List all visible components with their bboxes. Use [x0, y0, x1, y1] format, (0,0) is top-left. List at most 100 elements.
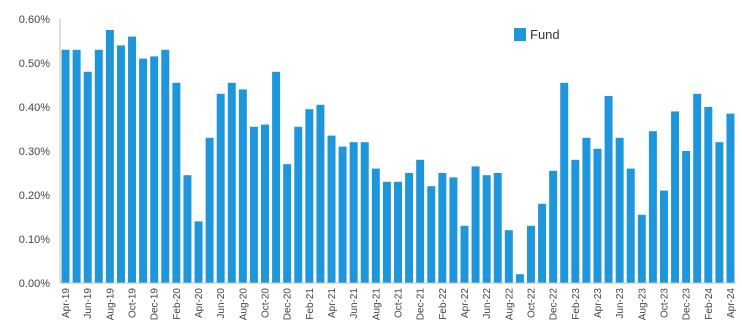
bar-fund [272, 71, 281, 283]
bar-fund [571, 159, 580, 283]
bar-fund [327, 135, 336, 283]
bar-fund [316, 104, 325, 283]
bar-fund [493, 173, 502, 283]
bar-fund [549, 170, 558, 283]
bar-fund [659, 190, 668, 283]
bar-fund [72, 49, 81, 283]
x-tick-label: Aug-22 [504, 288, 515, 320]
x-tick-label: Oct-21 [394, 288, 405, 318]
bar-fund [116, 45, 125, 284]
y-tick-label: 0.60% [19, 14, 50, 26]
bar-fund [715, 142, 724, 283]
x-tick-label: Apr-22 [460, 288, 471, 318]
x-axis: Apr-19 Jun-19 Aug-19 Oct-19 Dec-19 Feb-20 Apr-… [60, 282, 737, 320]
bar-fund [283, 164, 292, 283]
bar-fund [582, 137, 591, 283]
bar-fund [560, 82, 569, 283]
x-tick-label: Oct-23 [659, 288, 670, 318]
bars [61, 30, 735, 284]
x-tick-label: Oct-20 [261, 288, 272, 318]
bar-fund [294, 126, 303, 283]
x-tick-label: Dec-19 [150, 288, 161, 320]
y-tick-label: 0.20% [19, 190, 50, 202]
x-tick-label: Apr-20 [194, 288, 205, 318]
x-tick-label: Feb-22 [438, 288, 449, 320]
bar-fund [205, 137, 214, 283]
bar-fund [526, 225, 535, 283]
bar-fund [394, 181, 402, 283]
bar-fund [682, 151, 691, 283]
bar-fund [172, 82, 181, 283]
bar-fund [261, 124, 270, 283]
x-tick-label: Dec-22 [549, 288, 560, 320]
bar-fund [704, 107, 713, 283]
bar-fund [460, 225, 469, 283]
bar-fund [416, 159, 425, 283]
bar-fund [626, 168, 635, 283]
x-tick-label: Apr-21 [327, 288, 338, 318]
x-tick-label: Jun-22 [482, 288, 493, 319]
bar-fund [726, 113, 735, 283]
x-tick-label: Feb-23 [571, 288, 582, 320]
legend: Fund [514, 27, 560, 42]
bar-fund [604, 96, 613, 283]
x-tick-label: Apr-23 [593, 288, 604, 318]
bar-fund [693, 93, 702, 283]
x-tick-label: Oct-22 [526, 288, 537, 318]
bar-fund [227, 82, 236, 283]
bar-fund [305, 109, 314, 283]
x-tick-label: Aug-21 [371, 288, 382, 320]
legend-swatch-fund [514, 28, 526, 41]
bar-fund [538, 203, 547, 283]
y-tick-label: 0.40% [19, 102, 50, 114]
x-tick-label: Aug-20 [238, 288, 249, 320]
bar-fund [128, 36, 137, 283]
y-tick-label: 0.00% [19, 278, 50, 290]
bar-fund [349, 142, 358, 283]
bar-fund [449, 177, 458, 283]
bar-fund [161, 49, 170, 283]
bar-fund [83, 71, 92, 283]
bar-fund [648, 131, 657, 283]
x-tick-label: Feb-21 [305, 288, 316, 320]
bar-fund [216, 93, 225, 283]
bar-fund [427, 186, 436, 283]
bar-fund [438, 173, 447, 283]
bar-fund [238, 89, 247, 284]
legend-label-fund: Fund [530, 27, 560, 42]
bar-fund [671, 111, 680, 284]
x-tick-label: Aug-19 [105, 288, 116, 320]
x-tick-label: Jun-21 [349, 288, 360, 319]
bar-fund [183, 175, 192, 283]
x-tick-label: Apr-24 [726, 288, 737, 318]
bar-fund [471, 166, 480, 283]
bar-fund [194, 221, 203, 283]
y-tick-label: 0.50% [19, 58, 50, 70]
bar-fund [249, 126, 258, 283]
x-tick-label: Feb-20 [172, 288, 183, 320]
bar-fund [615, 137, 624, 283]
bar-fund [371, 168, 380, 283]
bar-fund [593, 148, 602, 283]
x-tick-label: Jun-20 [216, 288, 227, 319]
bar-fund [139, 58, 148, 283]
x-tick-label: Feb-24 [704, 288, 715, 320]
bar-fund [105, 30, 114, 283]
bar-fund [150, 56, 159, 284]
y-tick-label: 0.10% [19, 234, 50, 246]
y-axis: 0.00% 0.10% 0.20% 0.30% 0.40% 0.50% 0.60% [19, 14, 61, 290]
y-tick-label: 0.30% [19, 146, 50, 158]
bar-fund [515, 274, 524, 283]
bar-fund [338, 146, 347, 283]
x-tick-label: Jun-19 [83, 288, 94, 319]
bar-fund [637, 214, 646, 283]
bar-fund [360, 142, 369, 283]
bar-fund [405, 173, 414, 283]
x-tick-label: Dec-21 [416, 288, 427, 320]
bar-fund [482, 175, 491, 283]
x-tick-label: Jun-23 [615, 288, 626, 319]
bar-fund [61, 49, 70, 283]
bar-fund [94, 49, 103, 283]
x-tick-label: Aug-23 [637, 288, 648, 320]
